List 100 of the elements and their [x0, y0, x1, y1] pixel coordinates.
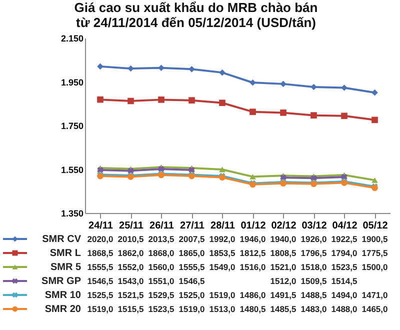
data-label: 1514,5 — [331, 276, 358, 286]
data-label: 1775,5 — [362, 248, 388, 258]
data-label: 1551,0 — [148, 276, 175, 286]
data-label: 1926,0 — [300, 234, 328, 244]
data-label: 1812,5 — [240, 248, 266, 258]
data-label: 1529,5 — [148, 290, 175, 300]
data-label: 1865,0 — [178, 248, 206, 258]
data-label: 1488,5 — [300, 290, 328, 300]
data-label: 1546,5 — [87, 276, 114, 286]
point — [219, 69, 226, 76]
data-label: 2013,5 — [148, 234, 175, 244]
legend-label: SMR CV — [42, 234, 82, 245]
data-label: 1525,5 — [87, 290, 114, 300]
point — [250, 108, 256, 115]
x-tick-label: 24/11 — [88, 220, 114, 232]
point — [219, 100, 226, 106]
data-label: 1549,0 — [209, 262, 236, 272]
point — [341, 112, 348, 120]
point — [128, 98, 134, 104]
data-label: 1794,0 — [331, 248, 358, 258]
y-tick-label: 1.350 — [60, 208, 84, 218]
legend-label: SMR L — [50, 248, 81, 259]
data-label: 1940,0 — [270, 234, 297, 244]
data-label: 1485,5 — [270, 304, 297, 314]
x-tick-label: 25/11 — [119, 220, 144, 232]
legend-label: SMR 5 — [50, 262, 82, 273]
data-label: 2020,0 — [87, 234, 114, 244]
data-label: 1546,5 — [178, 276, 206, 286]
x-tick-label: 03/12 — [302, 220, 328, 232]
chart-title: Giá cao su xuất khẩu do MRB chào bán từ 24/11/2014 đến 05/12/2014 (USD/tấn) — [74, 0, 318, 30]
data-label: 1808,5 — [270, 248, 297, 258]
data-label: 2010,5 — [118, 234, 144, 244]
y-tick-label: 2.150 — [60, 34, 84, 44]
point — [219, 166, 226, 172]
point — [341, 84, 348, 91]
point — [128, 65, 134, 72]
data-label: 1515,5 — [118, 304, 144, 314]
data-label: 1519,0 — [87, 304, 114, 314]
data-label: 1491,5 — [270, 290, 297, 300]
data-label: 1862,0 — [118, 248, 144, 258]
data-label: 1521,0 — [270, 262, 297, 272]
legend-label: SMR 20 — [44, 304, 82, 315]
data-label: 1560,0 — [148, 262, 175, 272]
point — [280, 80, 286, 88]
data-label: 1523,5 — [148, 304, 175, 314]
data-label: 1509,5 — [300, 276, 328, 286]
data-label: 1488,0 — [331, 304, 358, 314]
data-label: 1555,5 — [178, 262, 206, 272]
data-label: 1486,0 — [240, 290, 266, 300]
point — [372, 116, 378, 124]
point — [158, 64, 164, 72]
data-label: 1494,0 — [331, 290, 358, 300]
x-tick-label: 01/12 — [240, 220, 266, 232]
data-label: 1900,5 — [362, 234, 388, 244]
point — [250, 174, 256, 180]
point — [310, 112, 317, 118]
x-tick-label: 02/12 — [271, 220, 297, 232]
y-tick-label: 1.750 — [60, 121, 84, 131]
data-label: 1513,0 — [209, 304, 236, 314]
data-label: 1521,5 — [118, 290, 144, 300]
point — [158, 166, 164, 172]
x-tick-label: 05/12 — [362, 220, 388, 232]
point — [188, 97, 195, 104]
data-label: 1480,5 — [240, 304, 266, 314]
data-label: 1518,0 — [300, 262, 328, 272]
data-label: 1471,0 — [362, 290, 388, 300]
data-label: 1555,5 — [87, 262, 114, 272]
data-label: 1500,0 — [362, 262, 388, 272]
point — [158, 96, 164, 103]
data-label: 1552,0 — [118, 262, 144, 272]
data-label: 1523,5 — [331, 262, 358, 272]
x-tick-label: 04/12 — [332, 220, 358, 232]
point — [250, 79, 256, 86]
data-label: 1543,0 — [118, 276, 144, 286]
data-label: 1868,5 — [87, 248, 114, 258]
point — [188, 166, 195, 174]
point — [372, 177, 378, 183]
x-tick-label: 27/11 — [180, 220, 205, 232]
data-label: 1853,5 — [209, 248, 236, 258]
point — [310, 84, 317, 90]
data-label: 1483,0 — [300, 304, 328, 314]
data-label: 1525,0 — [178, 290, 206, 300]
point — [372, 89, 378, 96]
point — [97, 166, 104, 174]
data-label: 1512,0 — [270, 276, 297, 286]
data-label: 2007,5 — [178, 234, 206, 244]
data-label: 1796,5 — [300, 248, 328, 258]
x-tick-label: 28/11 — [210, 220, 236, 232]
data-label: 1519,0 — [209, 290, 236, 300]
y-tick-label: 1.950 — [60, 77, 84, 88]
data-label: 1992,0 — [209, 234, 236, 244]
point — [97, 63, 104, 70]
legend-label: SMR 10 — [44, 290, 82, 301]
point — [280, 110, 286, 116]
data-label: 1516,0 — [240, 262, 266, 272]
point — [97, 96, 104, 103]
data-label: 1946,0 — [240, 234, 266, 244]
data-label: 1868,0 — [148, 248, 175, 258]
x-tick-label: 26/11 — [150, 220, 174, 232]
legend-label: SMR GP — [42, 276, 82, 287]
